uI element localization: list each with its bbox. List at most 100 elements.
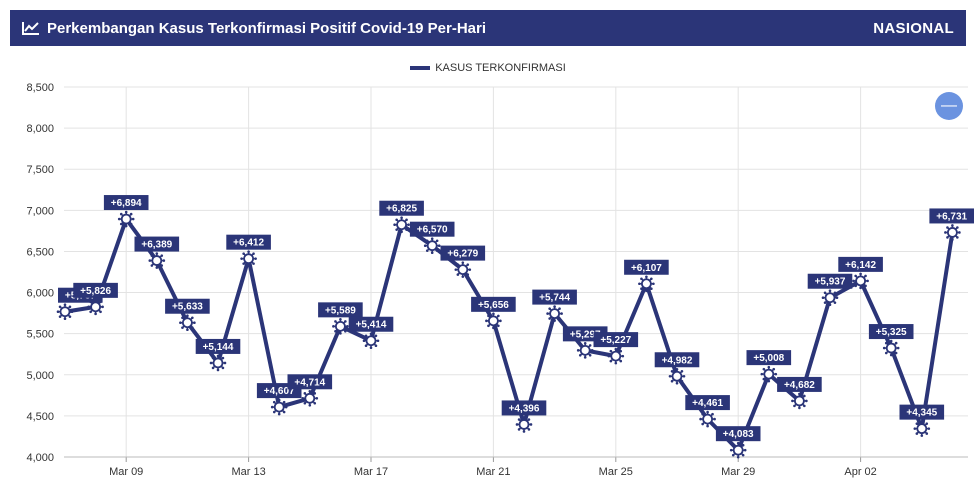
- data-label: +5,297: [570, 329, 601, 340]
- data-label: +6,389: [141, 240, 172, 251]
- data-point-marker[interactable]: [332, 318, 349, 335]
- data-label: +4,083: [723, 429, 754, 440]
- data-label-box: [685, 395, 730, 411]
- region-badge: NASIONAL: [873, 19, 954, 37]
- data-label: +4,461: [692, 398, 723, 409]
- legend-swatch: [410, 66, 431, 70]
- header-title-group: Perkembangan Kasus Terkonfirmasi Positif…: [22, 20, 486, 37]
- data-point-marker[interactable]: [546, 305, 563, 322]
- data-label-box: [899, 404, 945, 420]
- data-point-marker[interactable]: [576, 342, 594, 359]
- data-point-marker[interactable]: [56, 303, 74, 321]
- data-point-marker[interactable]: [882, 339, 900, 357]
- data-label-box: [501, 400, 547, 416]
- data-point-marker[interactable]: [821, 289, 839, 307]
- x-tick-label: Mar 21: [476, 466, 510, 478]
- data-label: +6,107: [631, 263, 662, 274]
- data-label: +4,982: [662, 355, 693, 366]
- data-label-box: [532, 289, 577, 305]
- data-point-marker[interactable]: [87, 298, 104, 316]
- data-label-box: [379, 200, 424, 216]
- x-tick-label: Apr 02: [844, 466, 876, 478]
- line-chart-icon: [22, 22, 39, 35]
- y-tick-label: 5,000: [26, 370, 54, 382]
- data-label-box: [73, 282, 118, 298]
- data-point-marker[interactable]: [270, 398, 288, 416]
- data-point-marker[interactable]: [423, 237, 441, 254]
- data-label-box: [654, 352, 700, 368]
- chart-legend[interactable]: KASUS TERKONFIRMASI: [0, 62, 976, 74]
- data-label: +5,633: [172, 302, 203, 313]
- data-label-box: [777, 376, 822, 392]
- data-label-box: [440, 245, 486, 261]
- data-point-marker[interactable]: [485, 312, 502, 330]
- data-label-box: [103, 195, 149, 211]
- data-point-marker[interactable]: [638, 275, 655, 293]
- data-label-box: [929, 208, 974, 224]
- data-label-box: [318, 302, 363, 318]
- x-tick-label: Mar 13: [231, 466, 265, 478]
- chart-header: Perkembangan Kasus Terkonfirmasi Positif…: [10, 10, 966, 46]
- data-label: +4,682: [784, 380, 815, 391]
- data-label: +4,607: [264, 386, 295, 397]
- data-label-box: [226, 234, 271, 250]
- data-point-marker[interactable]: [301, 389, 319, 407]
- data-label: +4,396: [509, 403, 540, 414]
- data-point-marker[interactable]: [515, 416, 533, 433]
- minimize-button[interactable]: —: [935, 92, 963, 120]
- data-label: +6,142: [845, 260, 876, 271]
- data-point-marker[interactable]: [117, 210, 135, 228]
- data-label: +5,937: [815, 277, 846, 288]
- data-label-box: [715, 426, 761, 442]
- y-tick-label: 4,000: [26, 452, 54, 464]
- data-point-marker[interactable]: [944, 224, 961, 241]
- data-point-marker[interactable]: [393, 216, 410, 234]
- data-label: +5,414: [356, 320, 387, 331]
- data-label-box: [624, 259, 669, 275]
- data-point-marker[interactable]: [179, 314, 196, 332]
- data-point-marker[interactable]: [209, 354, 227, 372]
- data-label: +5,656: [478, 300, 509, 311]
- data-label-box: [593, 332, 639, 348]
- data-point-marker[interactable]: [729, 441, 747, 459]
- data-point-marker[interactable]: [791, 392, 808, 410]
- x-tick-label: Mar 17: [354, 466, 388, 478]
- data-point-marker[interactable]: [454, 261, 472, 278]
- y-tick-label: 6,500: [26, 246, 54, 258]
- y-tick-label: 5,500: [26, 329, 54, 341]
- y-tick-label: 4,500: [26, 411, 54, 423]
- data-point-marker[interactable]: [852, 272, 869, 290]
- data-point-marker[interactable]: [362, 332, 380, 350]
- y-tick-label: 7,500: [26, 164, 54, 176]
- x-tick-label: Mar 29: [721, 466, 755, 478]
- data-point-marker[interactable]: [240, 250, 257, 267]
- data-point-marker[interactable]: [148, 252, 166, 269]
- data-label: +6,731: [936, 211, 967, 222]
- y-tick-label: 8,500: [26, 82, 54, 94]
- data-label-box: [868, 324, 914, 340]
- chart-title: Perkembangan Kasus Terkonfirmasi Positif…: [47, 19, 487, 37]
- data-label: +4,345: [906, 408, 937, 419]
- y-tick-label: 6,000: [26, 288, 54, 300]
- y-tick-label: 8,000: [26, 123, 54, 135]
- data-label: +5,144: [203, 342, 234, 353]
- data-point-marker[interactable]: [913, 420, 931, 437]
- data-label: +4,714: [294, 377, 325, 388]
- data-point-marker[interactable]: [760, 365, 778, 383]
- data-label-box: [838, 256, 883, 272]
- data-label-box: [807, 273, 853, 289]
- data-point-marker[interactable]: [699, 410, 716, 428]
- data-label: +6,894: [111, 198, 142, 209]
- data-point-marker[interactable]: [668, 367, 686, 385]
- data-label: +5,008: [753, 353, 784, 364]
- data-label: +6,412: [233, 238, 264, 249]
- data-label: +5,589: [325, 305, 356, 316]
- data-label-box: [348, 316, 394, 332]
- data-label: +5,325: [876, 327, 907, 338]
- data-label: +6,279: [447, 249, 478, 260]
- data-label-box: [471, 296, 516, 312]
- x-tick-label: Mar 09: [109, 466, 143, 478]
- data-point-marker[interactable]: [607, 347, 625, 365]
- data-label: +6,570: [417, 225, 448, 236]
